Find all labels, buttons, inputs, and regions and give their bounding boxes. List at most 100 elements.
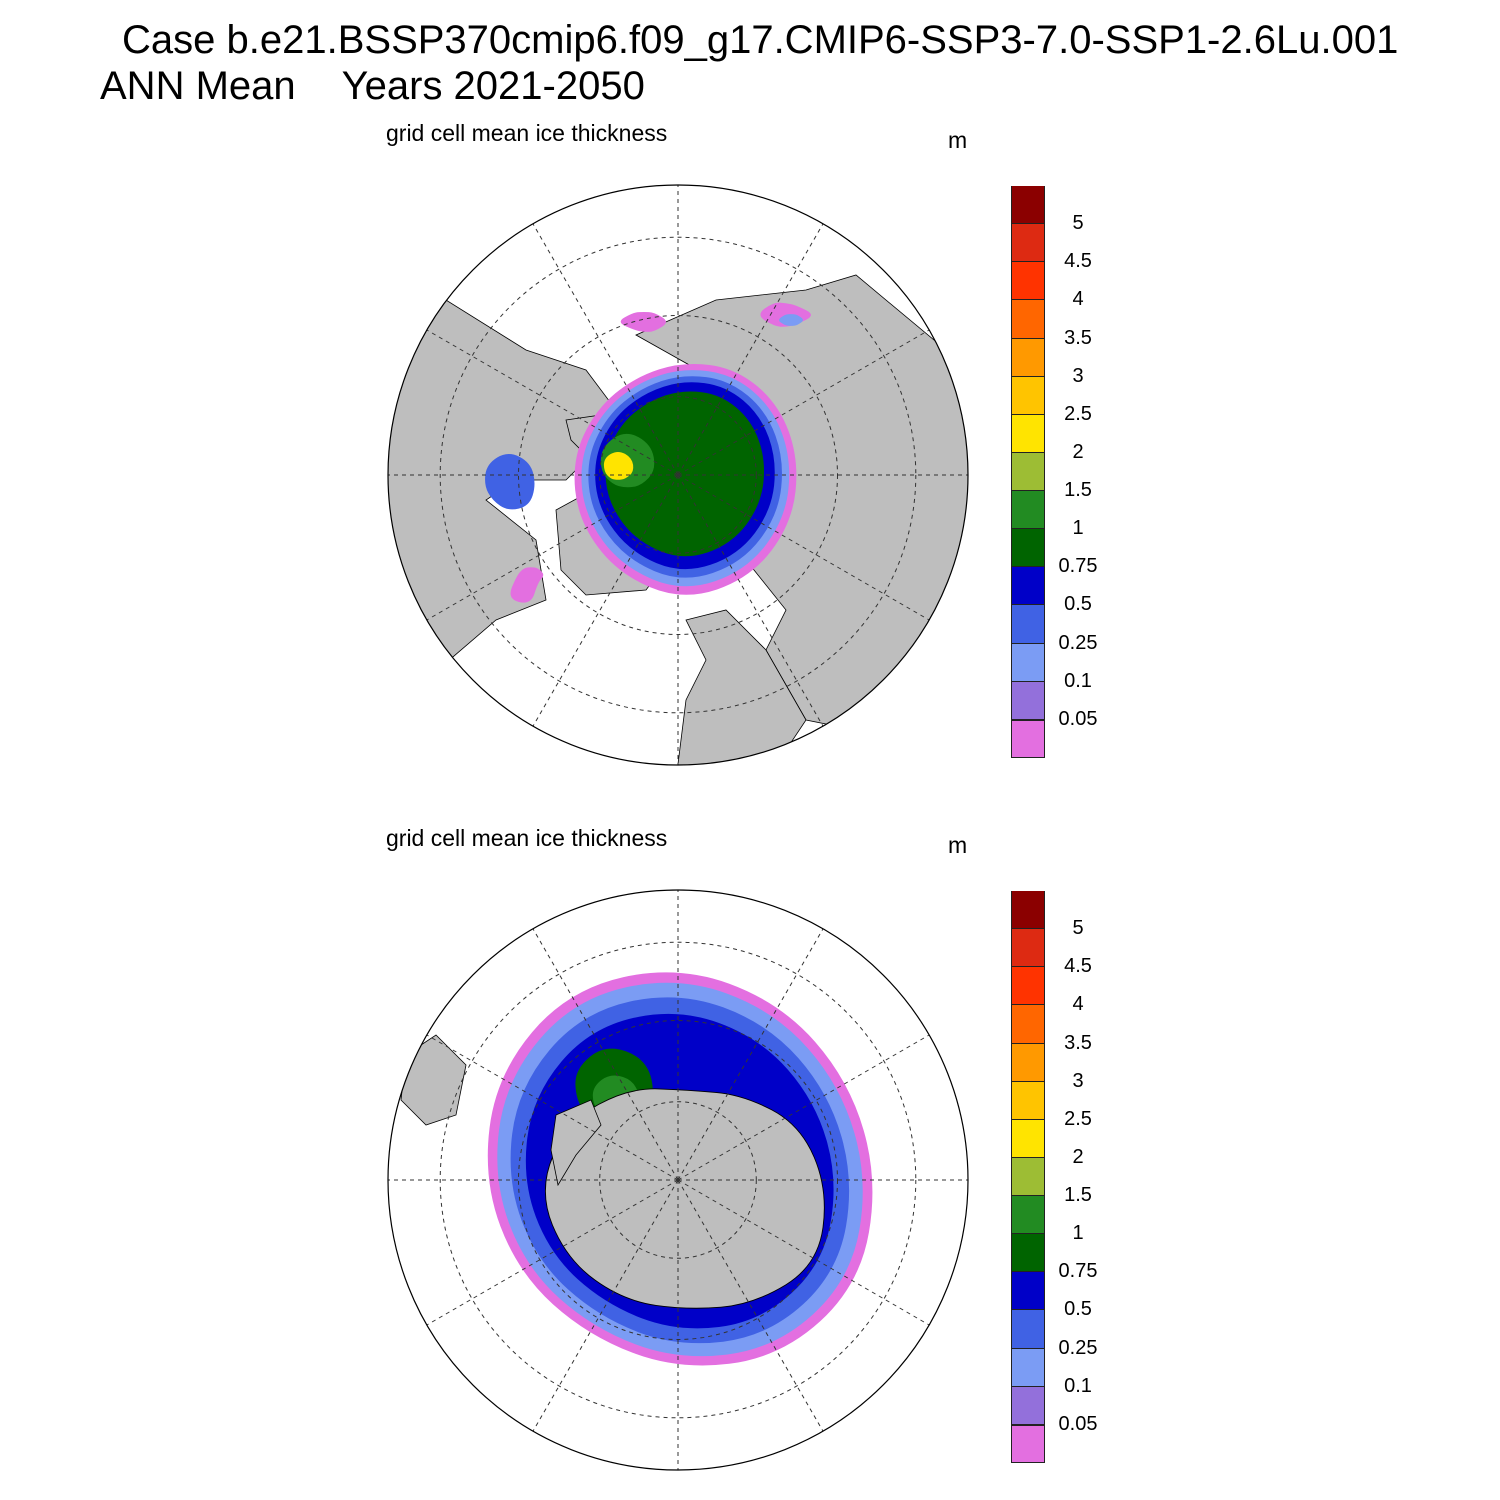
north-colorbar-swatch: [1011, 719, 1045, 758]
meridian-line: [677, 928, 824, 1181]
north-colorbar-label: 1.5: [1064, 479, 1092, 502]
south-colorbar-swatch: [1011, 929, 1045, 968]
north-colorbar-swatch: [1011, 567, 1045, 606]
south-colorbar-label: 0.05: [1058, 1412, 1098, 1435]
north-units-label: m: [948, 127, 968, 153]
south-colorbar-label: 1.5: [1064, 1184, 1092, 1207]
south-colorbar-swatch: [1011, 1272, 1045, 1311]
meridian-line: [677, 1179, 930, 1326]
south-colorbar-swatch: [1011, 891, 1045, 930]
north-colorbar-swatch: [1011, 414, 1045, 453]
south-colorbar-label: 0.75: [1058, 1260, 1098, 1283]
north-colorbar-label: 3: [1072, 364, 1084, 387]
north-colorbar-label: 0.75: [1058, 555, 1098, 578]
north-colorbar: 0.05 0.1 0.25 0.5 0.75 1 1.5 2 2.5 3 3.5 4 4.5 5: [1011, 186, 1097, 758]
meridian-line: [532, 474, 679, 727]
meridian-line: [677, 1179, 824, 1432]
south-colorbar-label: 4: [1072, 993, 1084, 1016]
north-colorbar-label: 4: [1072, 288, 1084, 311]
meridian-line: [677, 474, 930, 621]
north-colorbar-swatch: [1011, 643, 1045, 682]
north-colorbar-label: 0.05: [1058, 707, 1098, 730]
graticule: [388, 185, 968, 765]
meridian-line: [677, 329, 930, 476]
south-units-label: m: [948, 832, 968, 858]
north-colorbar-label: 4.5: [1064, 250, 1092, 273]
labrador-fringe-ice: [510, 567, 544, 603]
latitude-circle: [518, 1020, 838, 1340]
north-colorbar-swatch: [1011, 224, 1045, 263]
map-border: [387, 184, 969, 766]
europe-landmass: [675, 609, 807, 765]
meridian-line: [677, 474, 824, 727]
south-colorbar-label: 1: [1072, 1222, 1084, 1245]
map-content: [400, 972, 873, 1366]
south-colorbar-swatch: [1011, 1119, 1045, 1158]
north-colorbar-label: 1: [1072, 517, 1084, 540]
south-colorbar-label: 3: [1072, 1069, 1084, 1092]
south-colorbar-swatch: [1011, 1196, 1045, 1235]
south-colorbar-label: 2: [1072, 1145, 1084, 1168]
north-colorbar-swatch: [1011, 529, 1045, 568]
north-colorbar-swatch: [1011, 186, 1045, 225]
north-colorbar-swatch: [1011, 681, 1045, 720]
meridian-line: [426, 1179, 679, 1326]
south-colorbar-swatch: [1011, 1157, 1045, 1197]
latitude-circle: [599, 396, 757, 554]
south-colorbar-label: 5: [1072, 917, 1084, 940]
south-polar-map: [387, 889, 969, 1471]
meridian-line: [677, 1034, 930, 1181]
latitude-circle: [439, 236, 917, 714]
north-colorbar-label: 2: [1072, 440, 1084, 463]
south-america-landmass: [400, 1034, 467, 1126]
map-border: [387, 889, 969, 1471]
south-colorbar-label: 3.5: [1064, 1031, 1092, 1054]
meridian-line: [426, 329, 679, 476]
meridian-line: [532, 1179, 679, 1432]
latitude-circle: [518, 315, 838, 635]
meridian-line: [532, 928, 679, 1181]
north-colorbar-swatch: [1011, 338, 1045, 377]
graticule: [388, 890, 968, 1470]
okhotsk-inner-ice: [779, 314, 803, 326]
south-colorbar-swatch: [1011, 967, 1045, 1006]
south-colorbar-label: 0.1: [1064, 1374, 1092, 1397]
hudson-bay-ice: [485, 454, 535, 510]
north-colorbar-label: 0.25: [1058, 631, 1098, 654]
south-colorbar: 0.05 0.1 0.25 0.5 0.75 1 1.5 2 2.5 3 3.5 4 4.5 5: [1011, 891, 1097, 1463]
north-colorbar-label: 3.5: [1064, 326, 1092, 349]
south-colorbar-swatch: [1011, 1005, 1045, 1044]
north-colorbar-label: 5: [1072, 212, 1084, 235]
south-colorbar-label: 2.5: [1064, 1107, 1092, 1130]
south-colorbar-swatch: [1011, 1348, 1045, 1387]
north-colorbar-label: 0.1: [1064, 669, 1092, 692]
bering-fringe-ice: [620, 312, 666, 332]
north-colorbar-swatch: [1011, 605, 1045, 644]
figure-title-case: Case b.e21.BSSP370cmip6.f09_g17.CMIP6-SS…: [122, 18, 1399, 62]
latitude-circle: [439, 941, 917, 1419]
south-colorbar-swatch: [1011, 1424, 1045, 1463]
south-colorbar-swatch: [1011, 1310, 1045, 1349]
south-colorbar-swatch: [1011, 1386, 1045, 1425]
ice-band-2-2.5: [603, 451, 634, 480]
north-colorbar-swatch: [1011, 262, 1045, 301]
antarctic-peninsula: [550, 1099, 602, 1187]
figure-title-period: ANN Mean Years 2021-2050: [100, 64, 645, 109]
north-polar-map: [387, 184, 969, 766]
south-colorbar-swatch: [1011, 1043, 1045, 1082]
south-colorbar-swatch: [1011, 1234, 1045, 1273]
south-colorbar-label: 4.5: [1064, 955, 1092, 978]
south-panel-title: grid cell mean ice thickness: [386, 825, 668, 851]
north-colorbar-label: 2.5: [1064, 402, 1092, 425]
north-colorbar-swatch: [1011, 452, 1045, 492]
latitude-circle: [599, 1101, 757, 1259]
meridian-line: [532, 223, 679, 476]
north-colorbar-swatch: [1011, 300, 1045, 339]
season-label: ANN Mean: [100, 64, 296, 108]
years-label: Years 2021-2050: [341, 64, 645, 108]
north-colorbar-swatch: [1011, 376, 1045, 415]
ice-band-0.75-1: [605, 391, 765, 557]
north-colorbar-swatch: [1011, 491, 1045, 530]
south-colorbar-label: 0.5: [1064, 1298, 1092, 1321]
meridian-line: [426, 1034, 679, 1181]
